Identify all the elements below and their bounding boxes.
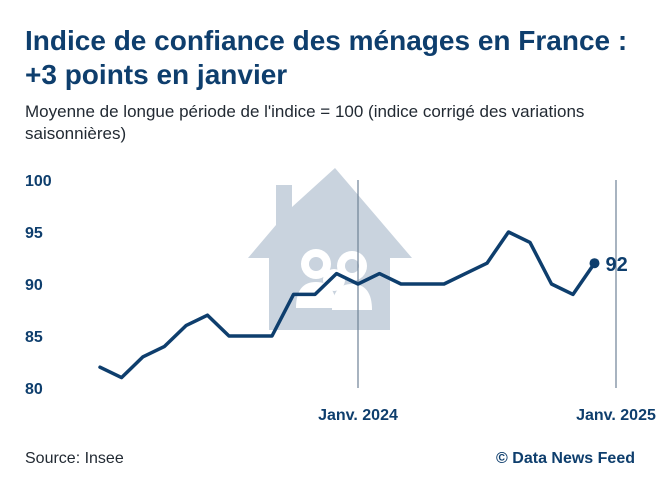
y-tick-label: 80 — [25, 381, 43, 398]
house-shape — [248, 168, 412, 330]
confidence-series-line — [98, 230, 597, 380]
house-family-icon — [248, 168, 412, 330]
credit-note: © Data News Feed — [496, 450, 635, 467]
x-tick-label: Janv. 2024 — [318, 407, 398, 424]
person-face-left — [309, 257, 323, 271]
y-tick-label: 95 — [25, 225, 43, 242]
last-data-point — [589, 258, 600, 269]
last-value-label: 92 — [606, 254, 628, 276]
y-axis: 80 85 90 95 100 — [25, 173, 52, 398]
y-tick-label: 85 — [25, 329, 43, 346]
chart-title: Indice de confiance des ménages en Franc… — [25, 25, 628, 90]
source-note: Source: Insee — [25, 450, 124, 467]
y-tick-label: 100 — [25, 173, 52, 190]
person-face-right — [345, 259, 359, 273]
y-tick-label: 90 — [25, 277, 43, 294]
x-tick-label: Janv. 2025 — [576, 407, 656, 424]
chart-subtitle: Moyenne de longue période de l'indice = … — [25, 102, 585, 143]
person-body-right — [332, 284, 372, 310]
series-points: 92 — [589, 254, 628, 276]
line-chart: 80 85 90 95 100 Janv. 2024 Janv. 2025 92 — [25, 168, 656, 424]
